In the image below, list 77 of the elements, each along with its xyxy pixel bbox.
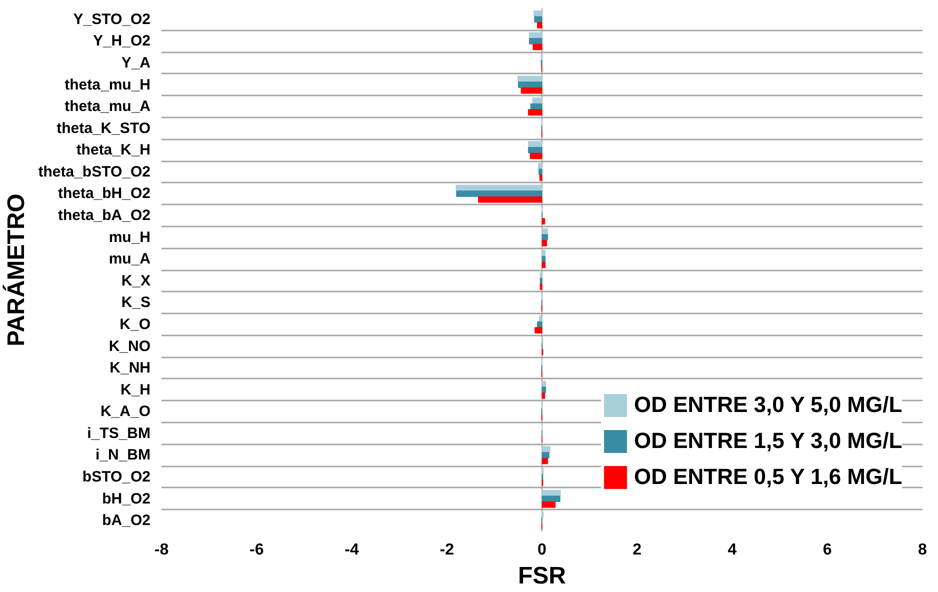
bar [542,256,546,262]
bar [539,174,542,181]
bar [517,76,542,82]
x-tick-label: 0 [538,542,547,558]
bar [528,32,542,39]
bar [536,321,542,328]
bar [532,98,542,104]
bar [542,234,548,240]
legend-label: OD ENTRE 3,0 Y 5,0 MG/L [634,392,902,418]
x-tick-label: 6 [822,542,832,558]
bar [542,490,561,496]
y-tick-label: Y_H_O2 [92,32,151,50]
y-tick-label: theta_mu_H [64,76,151,94]
x-axis-title: FSR [518,562,566,590]
bar [528,38,542,44]
y-tick-label: K_H [120,381,151,398]
bar [542,380,546,388]
bar [528,109,542,116]
y-tick-label: mu_A [108,250,151,268]
bar [520,87,542,94]
bar [542,496,560,502]
bar [532,44,542,50]
bar [538,316,542,322]
bar [536,22,542,28]
bar [542,250,546,256]
y-tick-label: mu_H [108,228,151,246]
bar [530,152,542,160]
legend-label: OD ENTRE 1,5 Y 3,0 MG/L [634,428,902,454]
x-tick-label: 4 [728,542,737,558]
bar [542,228,548,235]
bar [538,168,542,176]
y-tick-label: theta_bSTO_O2 [38,163,151,180]
bar [478,196,542,203]
y-axis-title: PARÁMETRO [2,194,30,346]
y-tick-label: Y_A [121,54,151,72]
bar [542,386,546,394]
y-tick-label: i_N_BM [95,446,151,464]
y-tick-label: i_TS_BM [87,424,151,442]
bar [534,10,542,17]
bar [542,501,556,508]
bar [542,446,550,453]
x-tick-label: -6 [250,542,264,558]
bar [542,458,548,464]
y-tick-label: K_A_O [100,403,151,420]
x-tick-label: 2 [632,542,642,558]
x-tick-label: -4 [344,542,359,558]
y-tick-label: bA_O2 [102,512,151,530]
y-tick-label: bH_O2 [102,490,151,508]
y-tick-label: K_X [121,272,151,290]
bar [542,392,546,399]
y-tick-label: K_S [121,294,151,312]
y-tick-label: theta_mu_A [64,98,151,116]
x-tick-label: -2 [440,542,454,558]
bar [542,262,546,268]
legend-label: OD ENTRE 0,5 Y 1,6 MG/L [634,464,902,490]
y-tick-label: theta_K_H [76,142,150,159]
bar [456,190,542,197]
y-tick-label: theta_bH_O2 [58,185,151,202]
y-tick-label: K_NO [108,338,151,355]
y-tick-label: bSTO_O2 [82,468,151,486]
bar [534,327,542,334]
bar [542,452,550,458]
x-tick-label: -8 [154,542,169,558]
bar [542,218,546,224]
bar [542,240,548,246]
y-tick-label: K_O [120,316,151,333]
bar [528,141,542,148]
bar [518,82,542,88]
bar [456,184,542,192]
y-tick-label: Y_STO_O2 [73,10,150,28]
x-tick-label: 8 [918,542,928,558]
y-tick-label: theta_K_STO [56,120,151,137]
bar [528,146,542,154]
bar [538,162,542,170]
y-tick-label: K_NH [110,360,151,377]
bar [534,16,542,23]
y-tick-label: theta_bA_O2 [58,207,151,224]
